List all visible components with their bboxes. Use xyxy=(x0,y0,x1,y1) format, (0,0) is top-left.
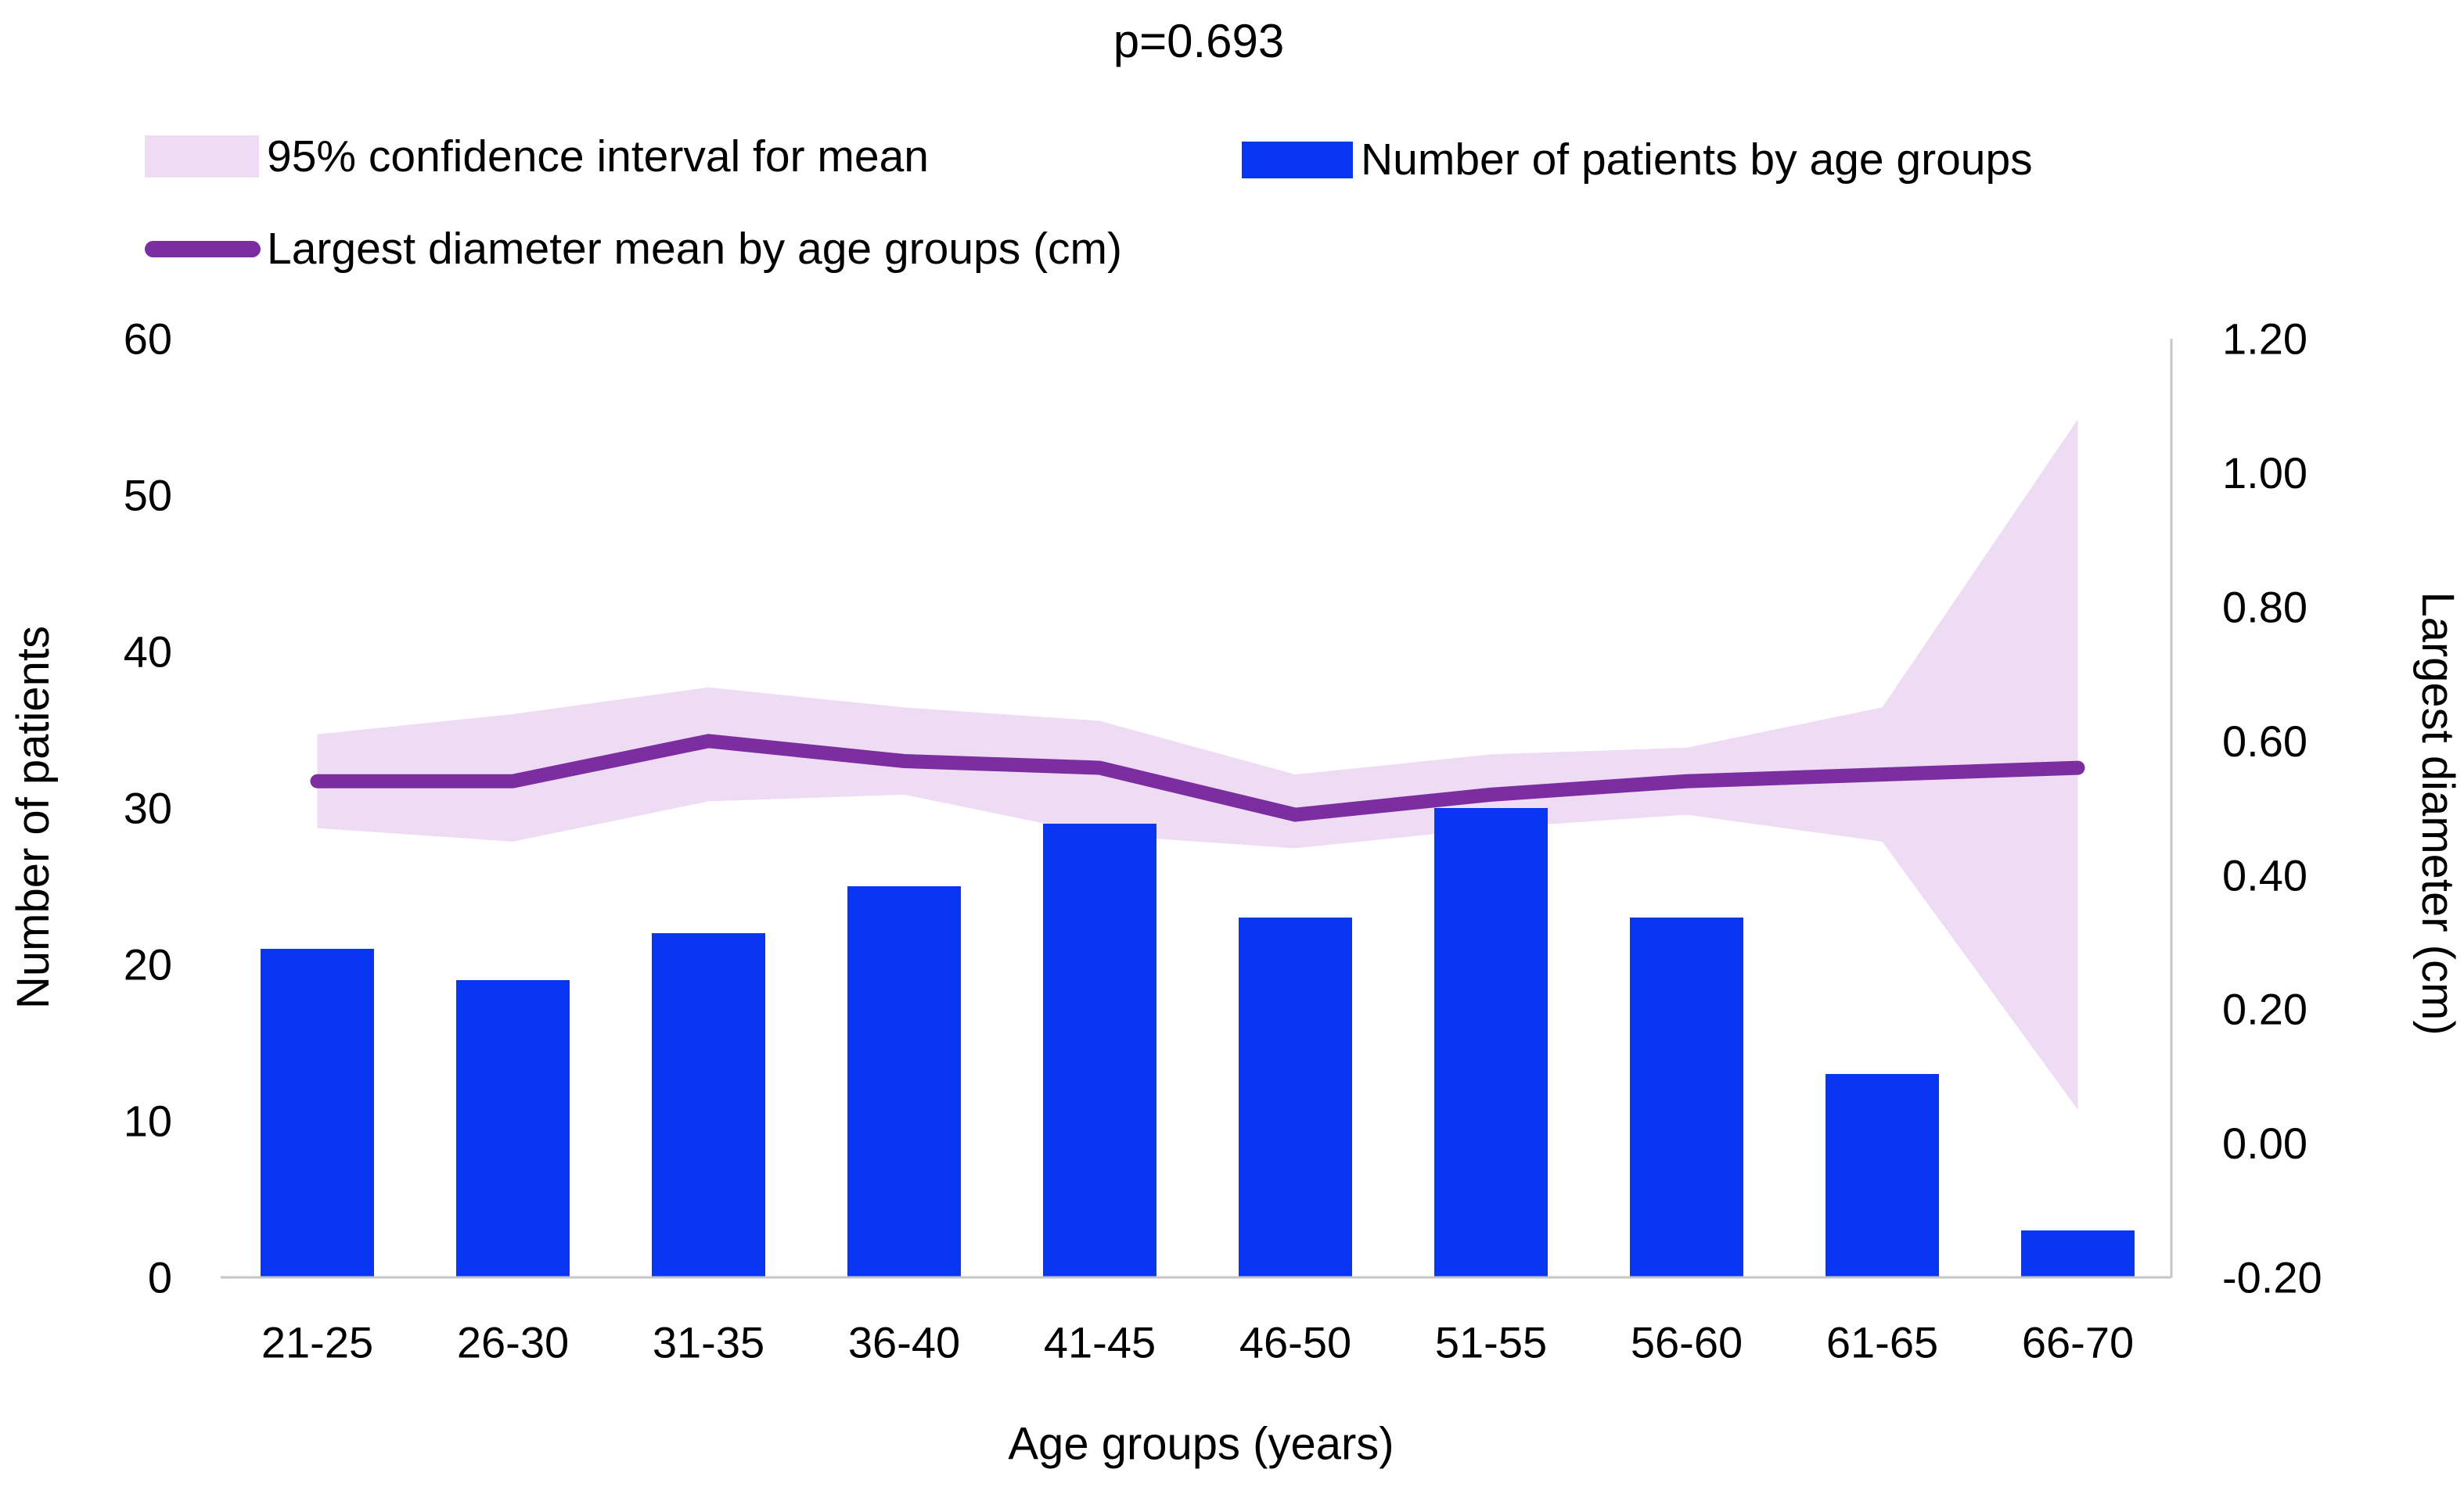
left-axis-tick: 50 xyxy=(124,471,172,520)
right-axis-tick: 1.20 xyxy=(2222,314,2308,364)
right-axis-tick: 0.80 xyxy=(2222,582,2308,631)
bar-51-55 xyxy=(1434,808,1548,1277)
x-axis-category-label: 66-70 xyxy=(2022,1318,2134,1367)
legend-label: Number of patients by age groups xyxy=(1361,135,2033,185)
bar-66-70 xyxy=(2021,1230,2135,1277)
left-axis-tick: 60 xyxy=(124,314,172,364)
legend-item-ci-band: 95% confidence interval for mean xyxy=(145,133,929,180)
x-axis-category-label: 26-30 xyxy=(457,1318,569,1367)
bar-41-45 xyxy=(1043,824,1156,1277)
x-axis-category-label: 21-25 xyxy=(261,1318,373,1367)
legend-item-mean-line: Largest diameter mean by age groups (cm) xyxy=(145,225,1122,272)
left-axis-tick: 30 xyxy=(124,784,172,833)
bar-36-40 xyxy=(847,886,961,1277)
right-axis-tick: 0.20 xyxy=(2222,985,2308,1034)
right-axis-title: Largest diameter (cm) xyxy=(2412,591,2463,1035)
x-axis-title: Age groups (years) xyxy=(1008,1418,1394,1469)
x-axis-category-label: 56-60 xyxy=(1631,1318,1743,1367)
left-axis-tick: 0 xyxy=(148,1253,172,1302)
right-axis-tick: 0.40 xyxy=(2222,850,2308,900)
bar-31-35 xyxy=(652,933,765,1277)
ci-band xyxy=(317,418,2078,1110)
right-axis-tick: 0.00 xyxy=(2222,1119,2308,1168)
left-axis-tick: 40 xyxy=(124,627,172,677)
bar-26-30 xyxy=(456,980,570,1277)
legend-item-bars: Number of patients by age groups xyxy=(1242,136,2033,183)
left-axis-tick: 10 xyxy=(124,1097,172,1146)
line-swatch-icon xyxy=(145,240,261,257)
bar-21-25 xyxy=(261,949,374,1277)
bar-46-50 xyxy=(1239,918,1352,1277)
x-axis-category-label: 31-35 xyxy=(653,1318,764,1367)
left-axis-title: Number of patients xyxy=(8,626,59,1009)
x-axis-category-label: 46-50 xyxy=(1239,1318,1351,1367)
x-axis-category-label: 61-65 xyxy=(1826,1318,1938,1367)
x-axis-category-label: 41-45 xyxy=(1044,1318,1156,1367)
bar-56-60 xyxy=(1630,918,1743,1277)
mean-line xyxy=(310,734,2085,822)
ci-band-swatch-icon xyxy=(145,135,259,178)
legend-label: Largest diameter mean by age groups (cm) xyxy=(267,224,1123,274)
right-axis-tick: 0.60 xyxy=(2222,717,2308,766)
legend-label: 95% confidence interval for mean xyxy=(267,131,929,181)
x-axis-category-label: 51-55 xyxy=(1435,1318,1547,1367)
bar-61-65 xyxy=(1826,1074,1939,1277)
left-axis-tick: 20 xyxy=(124,940,172,990)
right-axis-tick: -0.20 xyxy=(2222,1253,2322,1302)
page-title: p=0.693 xyxy=(1113,15,1285,67)
x-axis-category-label: 36-40 xyxy=(848,1318,960,1367)
right-axis-tick: 1.00 xyxy=(2222,448,2308,497)
bar-swatch-icon xyxy=(1242,141,1353,178)
